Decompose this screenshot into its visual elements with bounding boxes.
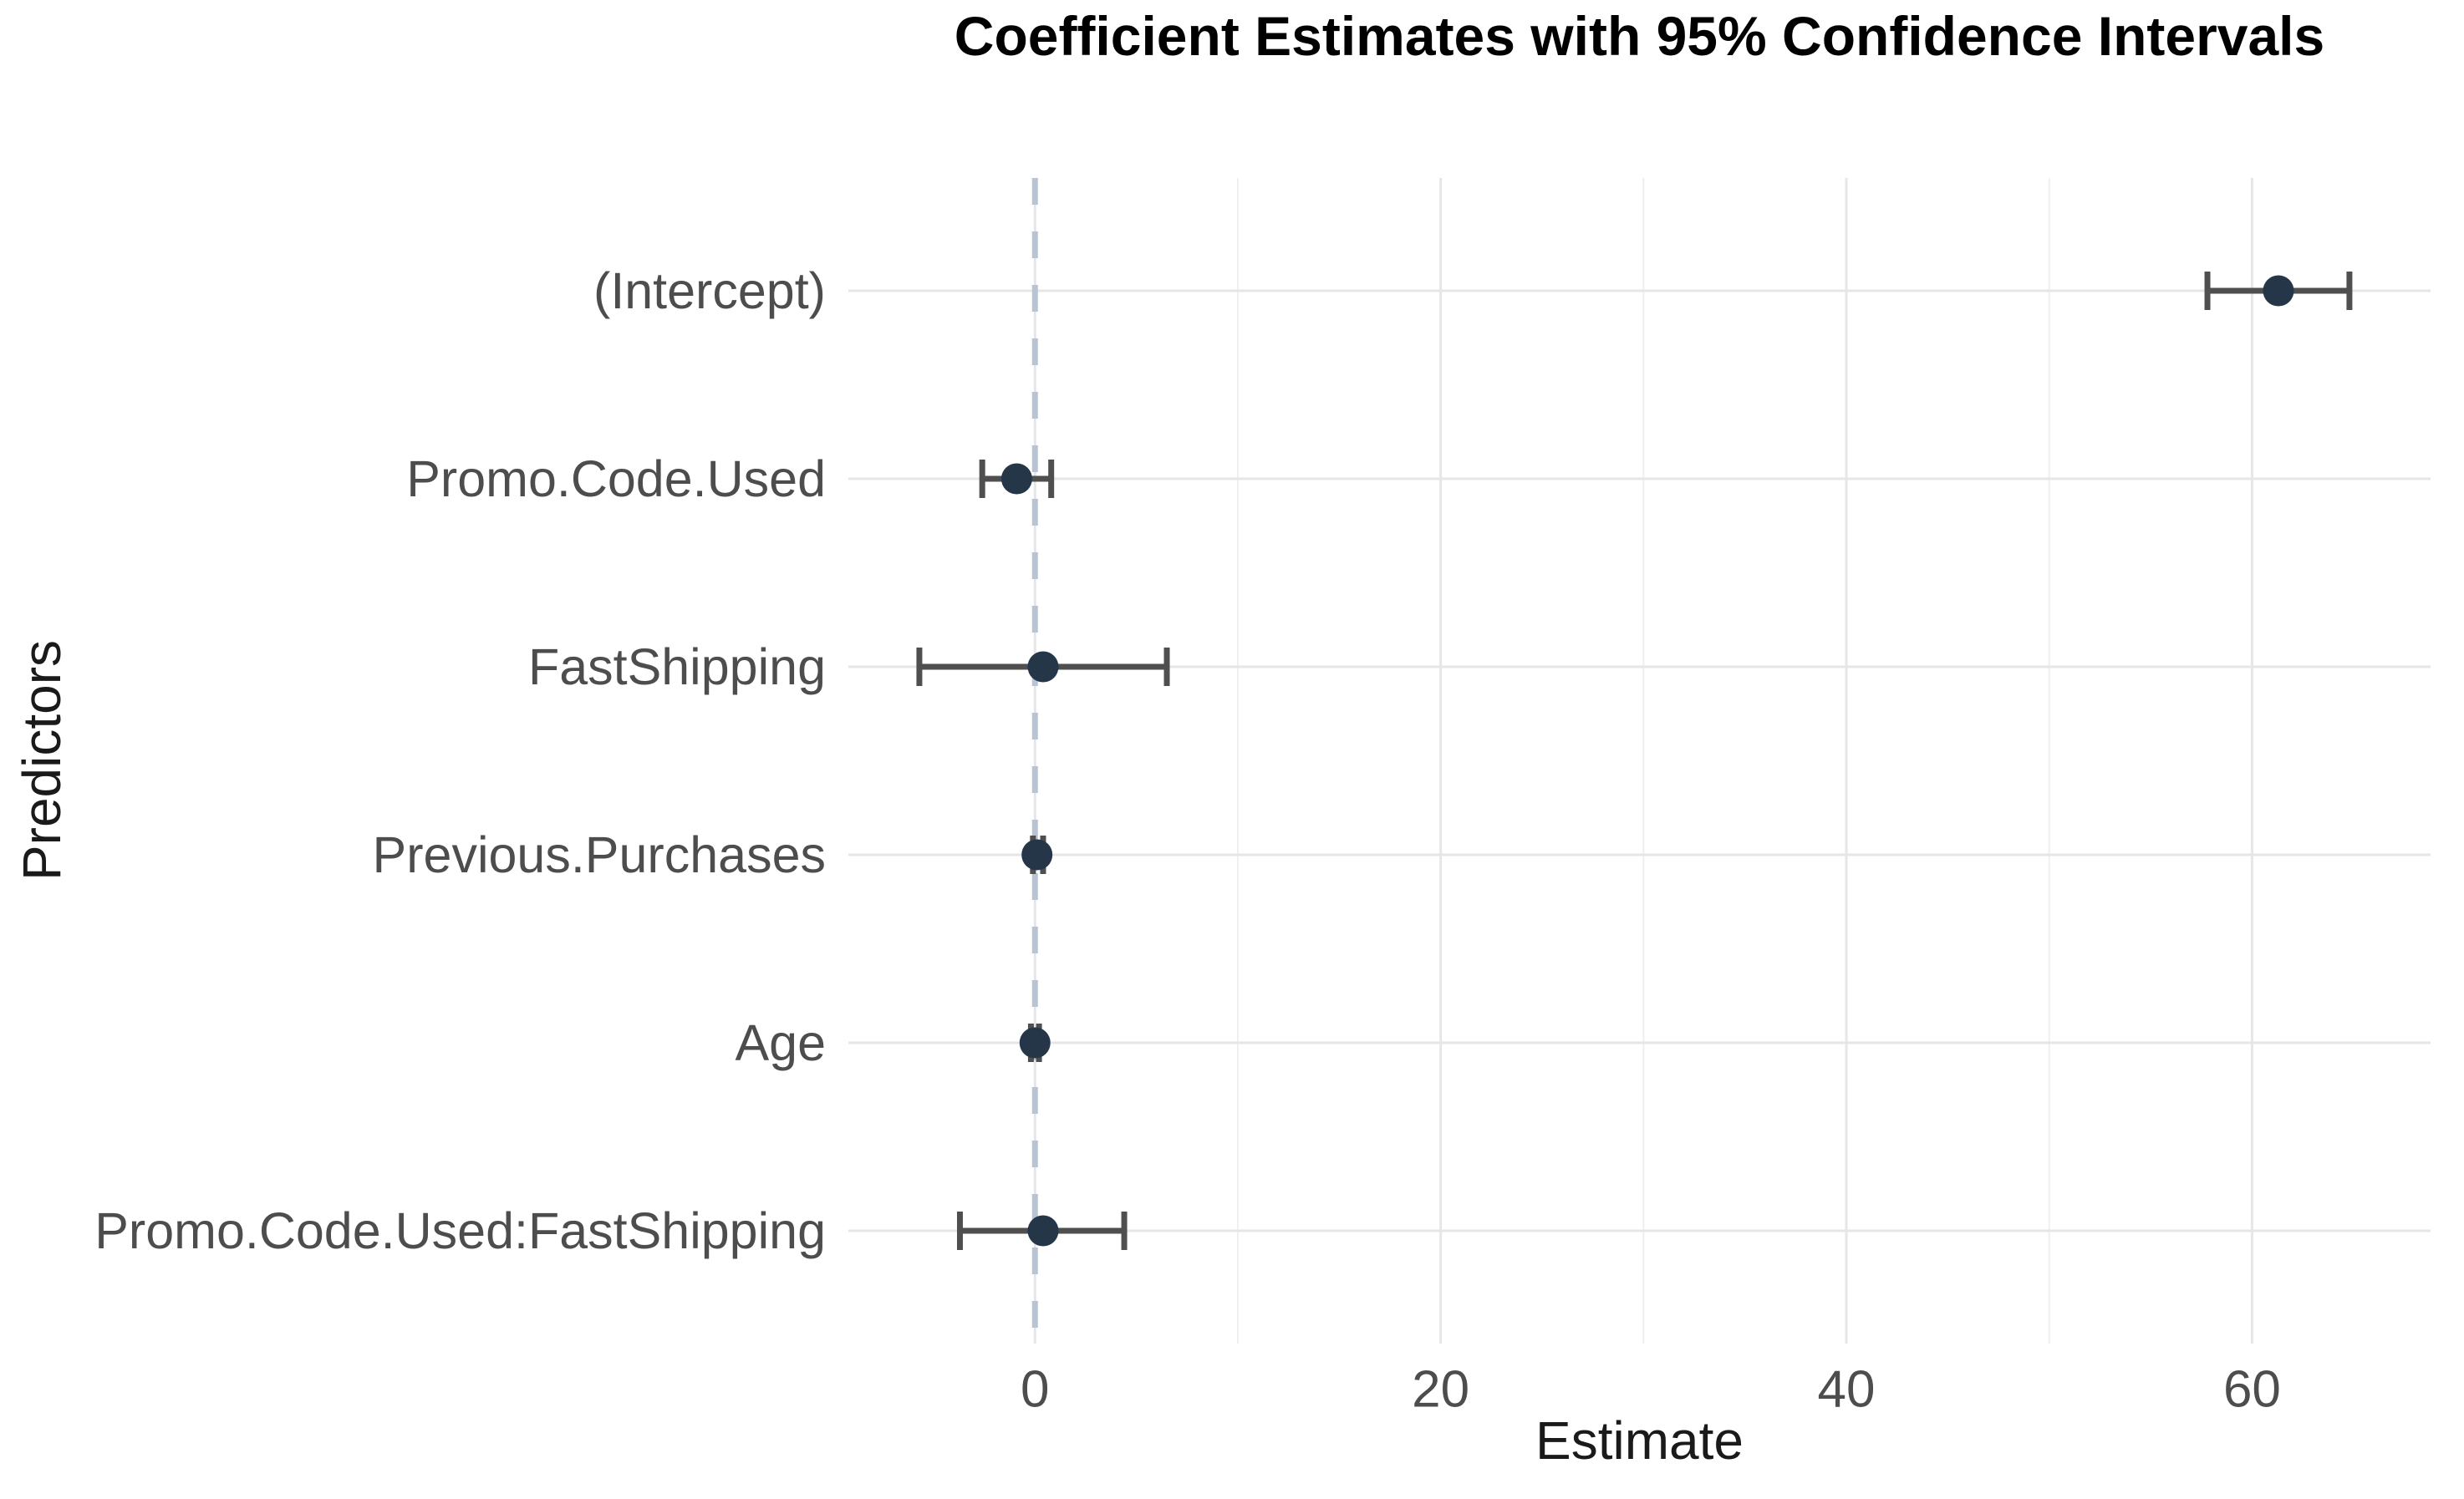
category-label: Previous.Purchases	[373, 826, 826, 883]
category-label: Age	[735, 1014, 826, 1071]
chart-title: Coefficient Estimates with 95% Confidenc…	[954, 5, 2325, 67]
estimate-point	[2263, 275, 2294, 307]
x-tick-label: 20	[1412, 1361, 1469, 1419]
x-tick-label: 40	[1818, 1361, 1876, 1419]
estimate-point	[1000, 463, 1032, 495]
category-label: Promo.Code.Used	[406, 450, 826, 507]
estimate-point	[1027, 1215, 1059, 1247]
estimate-point	[1027, 651, 1059, 683]
category-label: Promo.Code.Used:FastShipping	[94, 1202, 826, 1259]
y-axis-title: Predictors	[12, 639, 72, 882]
x-tick-label: 60	[2223, 1361, 2281, 1419]
category-label: FastShipping	[528, 638, 826, 695]
x-axis-title: Estimate	[1535, 1410, 1744, 1471]
estimate-point	[1021, 839, 1053, 871]
x-tick-label: 0	[1021, 1361, 1049, 1419]
category-label: (Intercept)	[593, 262, 826, 319]
estimate-point	[1019, 1027, 1051, 1059]
